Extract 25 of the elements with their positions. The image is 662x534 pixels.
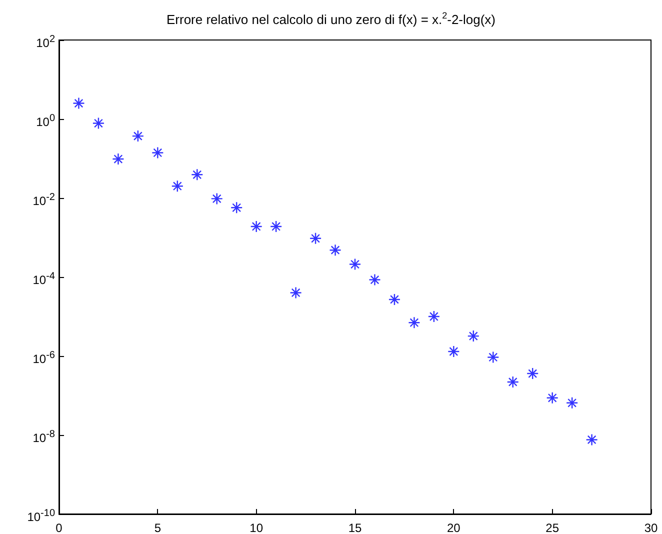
point bbox=[250, 220, 262, 232]
point bbox=[112, 154, 124, 165]
y-tick-label: 10$^{-2}$ bbox=[32, 191, 55, 209]
x-tick-label: 25 bbox=[546, 521, 560, 534]
x-tick-label: 5 bbox=[154, 521, 162, 534]
y-tick-label: 10$^{-6}$ bbox=[32, 349, 55, 367]
point bbox=[92, 118, 104, 129]
y-tick-label: 10$^{-10}$ bbox=[27, 507, 55, 525]
x-tick-label: 0 bbox=[56, 521, 63, 534]
point bbox=[290, 287, 302, 298]
point bbox=[586, 434, 598, 446]
point bbox=[152, 147, 164, 158]
x-tick-label: 30 bbox=[644, 521, 658, 534]
y-tick-label: 10$^{-8}$ bbox=[32, 428, 55, 446]
y-tick-label: 10$^{-4}$ bbox=[32, 270, 55, 288]
point bbox=[369, 274, 380, 286]
point bbox=[330, 244, 341, 256]
x-tick-label: 20 bbox=[446, 521, 461, 534]
point bbox=[448, 346, 460, 357]
x-tick-label: 10 bbox=[250, 521, 264, 534]
x-tick-label: 15 bbox=[348, 521, 362, 534]
y-tick-label: 10$^{0}$ bbox=[36, 112, 55, 130]
point bbox=[73, 98, 84, 109]
y-tick-label: 10$^{2}$ bbox=[36, 33, 55, 51]
point bbox=[350, 258, 360, 270]
